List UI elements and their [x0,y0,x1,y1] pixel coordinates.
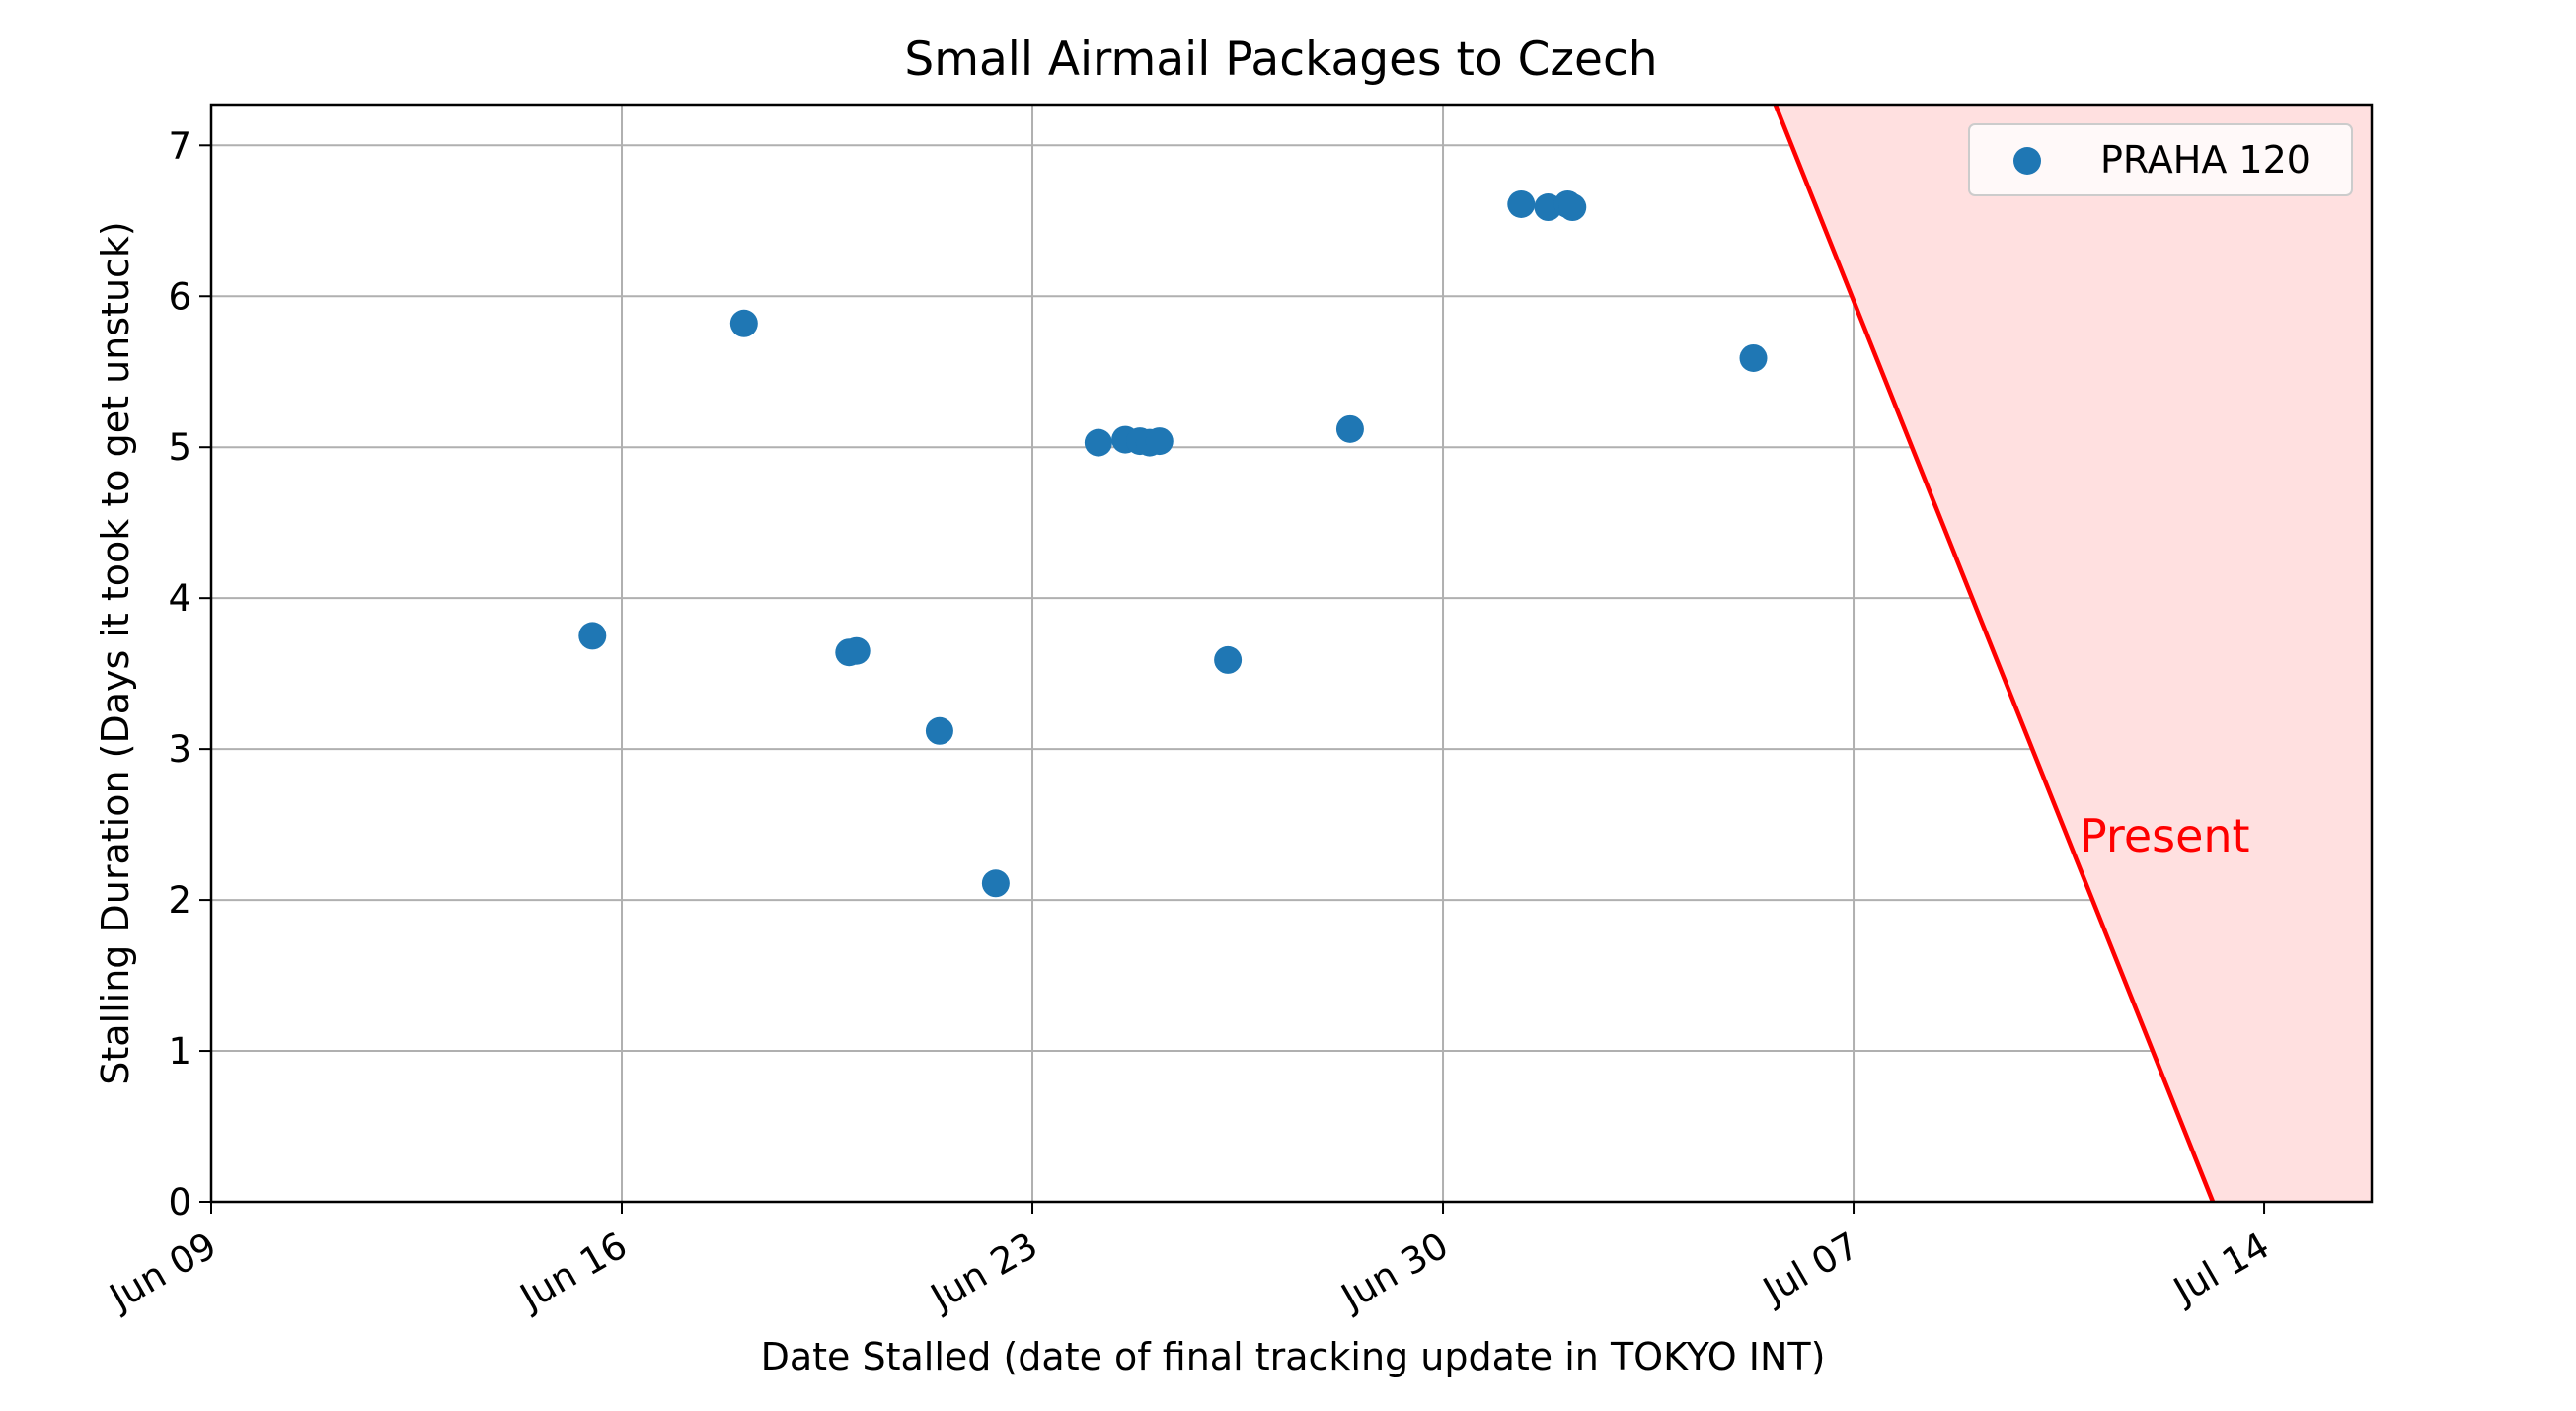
y-tick-label: 2 [168,879,191,922]
y-tick-label: 3 [168,728,191,771]
present-label: Present [2080,809,2250,862]
legend-entry: PRAHA 120 [2100,138,2311,182]
y-axis-label: Stalling Duration (Days it took to get u… [94,221,137,1085]
y-tick-label: 5 [168,426,191,469]
data-point [578,622,607,650]
present-region-fill [1775,105,2372,1202]
data-point [1507,189,1536,218]
x-tick-label: Jul 07 [1755,1225,1866,1313]
data-point [1335,414,1364,443]
x-tick-label: Jun 23 [922,1225,1044,1320]
y-tick-label: 7 [168,124,191,167]
x-tick-label: Jul 14 [2165,1225,2277,1313]
present-line [1773,104,2216,1203]
legend-marker [2013,147,2041,175]
x-tick-label: Jun 09 [101,1225,223,1320]
x-tick-label: Jun 16 [511,1225,634,1320]
data-point [1214,645,1243,674]
data-point [842,636,871,665]
plot-frame [209,103,2374,1204]
data-point [1084,428,1112,457]
y-tick-label: 1 [168,1030,191,1073]
y-tick-label: 4 [168,577,191,620]
present-region [1773,104,2372,1203]
legend-box [1968,123,2353,196]
data-point [925,716,953,745]
data-points [578,189,1768,898]
y-axis: 0 1 2 3 4 5 6 7 [168,124,211,1224]
x-tick-label: Jun 30 [1332,1225,1455,1320]
data-point [1558,193,1587,222]
data-point [729,309,758,337]
x-axis-label: Date Stalled (date of final tracking upd… [761,1335,1826,1378]
chart-title: Small Airmail Packages to Czech [904,33,1657,87]
data-point [1145,427,1174,456]
data-point [1739,343,1768,372]
x-axis: Jun 09 Jun 16 Jun 23 Jun 30 Jul 07 Jul 14 [101,1202,2277,1320]
y-tick-label: 6 [168,275,191,318]
data-point [981,869,1010,898]
y-tick-label: 0 [168,1181,191,1224]
legend: PRAHA 120 [1968,123,2353,196]
